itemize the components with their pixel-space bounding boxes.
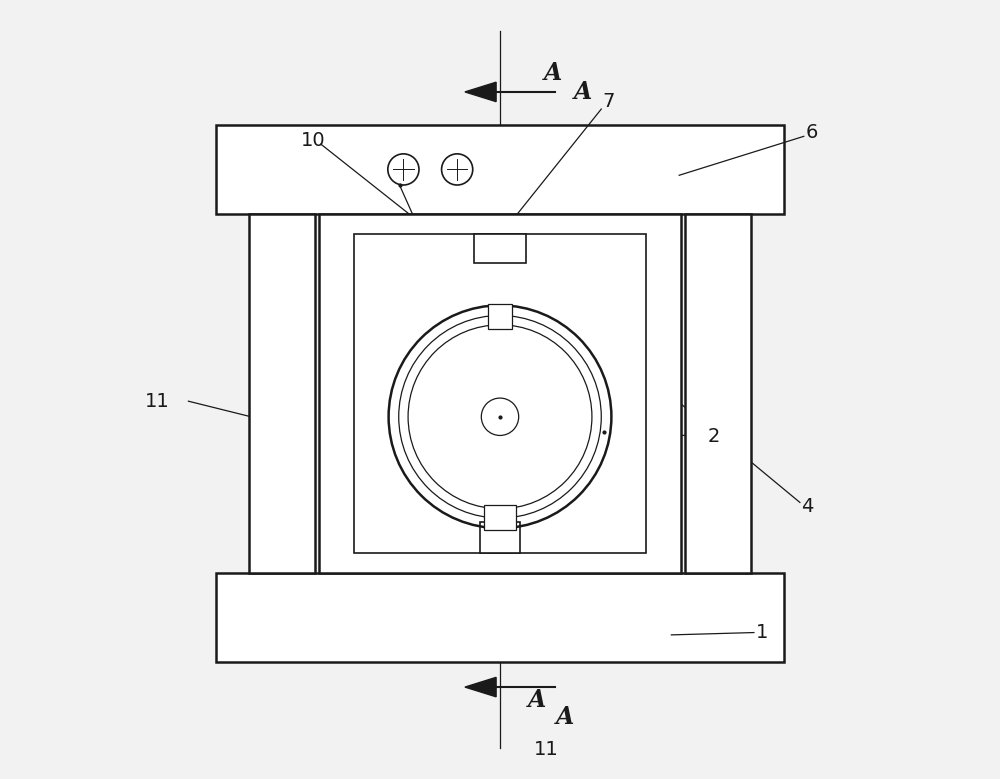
Bar [216,125,784,214]
Text: A: A [528,688,547,711]
Text: 2: 2 [708,427,720,446]
Text: 11: 11 [145,392,170,411]
Text: 6: 6 [805,123,818,142]
Text: 7: 7 [603,92,615,111]
Text: A: A [544,62,562,85]
Text: A: A [573,80,592,104]
Text: 1: 1 [756,623,768,642]
Bar [474,234,526,263]
Text: 10: 10 [301,131,325,150]
Bar [216,573,784,662]
Bar [488,304,512,329]
Bar [249,214,315,573]
Bar [480,522,520,553]
Text: 11: 11 [534,740,559,759]
Bar [354,234,646,553]
Bar [319,214,681,573]
Bar [484,505,516,530]
Polygon shape [465,677,496,696]
Bar [685,214,751,573]
Polygon shape [465,83,496,102]
Text: A: A [555,705,574,728]
Text: 4: 4 [802,497,814,516]
